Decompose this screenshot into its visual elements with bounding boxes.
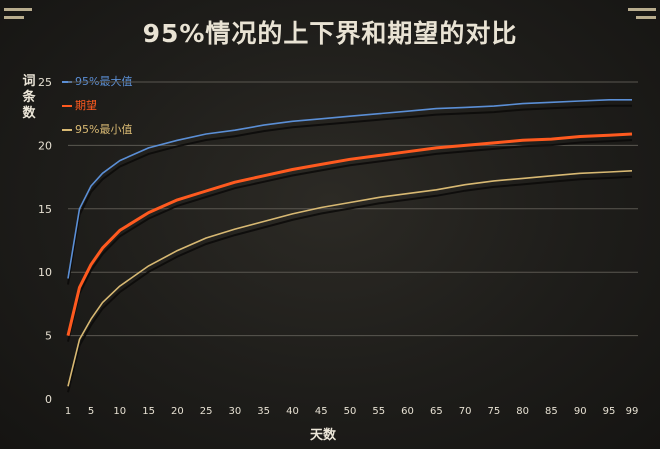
x-tick-label: 25 xyxy=(200,406,213,417)
y-axis-label: 词条数 xyxy=(22,74,36,121)
x-tick-label: 1 xyxy=(65,406,71,417)
legend-label-min: 95%最小值 xyxy=(75,123,133,136)
legend-swatch-expected xyxy=(62,105,72,107)
series-shadow-2 xyxy=(67,175,633,393)
x-tick-label: 95 xyxy=(603,406,616,417)
x-tick-label: 35 xyxy=(257,406,270,417)
x-axis-label: 天数 xyxy=(310,428,337,443)
y-tick-label: 20 xyxy=(38,139,52,152)
y-tick-label: 0 xyxy=(45,393,52,406)
y-tick-label: 15 xyxy=(38,203,52,216)
x-tick-label: 60 xyxy=(401,406,414,417)
legend-swatch-max xyxy=(62,81,72,83)
x-tick-label: 45 xyxy=(315,406,328,417)
y-tick-label: 25 xyxy=(38,76,52,89)
x-tick-label: 15 xyxy=(142,406,155,417)
x-tick-label: 20 xyxy=(171,406,184,417)
x-tick-label: 65 xyxy=(430,406,443,417)
y-tick-label: 10 xyxy=(38,266,52,279)
x-tick-label: 85 xyxy=(545,406,558,417)
series-line-2 xyxy=(67,170,633,387)
series-line-1 xyxy=(66,132,633,336)
chart-title: 95%情况的上下界和期望的对比 xyxy=(142,19,518,48)
x-tick-label: 50 xyxy=(344,406,357,417)
legend-label-expected: 期望 xyxy=(75,99,97,112)
x-tick-label: 99 xyxy=(626,406,639,417)
legend-item-expected: 期望 xyxy=(62,99,97,113)
x-tick-label: 80 xyxy=(516,406,529,417)
series-shadow-0 xyxy=(67,104,632,285)
x-tick-label: 10 xyxy=(113,406,126,417)
corner-decoration-right xyxy=(628,8,656,24)
x-tick-label: 30 xyxy=(229,406,242,417)
series-shadow-1 xyxy=(67,139,633,342)
legend-swatch-min xyxy=(62,129,72,131)
legend-item-min: 95%最小值 xyxy=(62,123,132,137)
x-tick-label: 5 xyxy=(88,406,94,417)
y-tick-label: 5 xyxy=(45,330,52,343)
corner-decoration-left xyxy=(4,8,32,24)
x-tick-label: 90 xyxy=(574,406,587,417)
x-tick-label: 55 xyxy=(372,406,385,417)
x-tick-label: 70 xyxy=(459,406,472,417)
series-line-0 xyxy=(67,99,632,279)
x-tick-label: 40 xyxy=(286,406,299,417)
x-tick-label: 75 xyxy=(488,406,501,417)
